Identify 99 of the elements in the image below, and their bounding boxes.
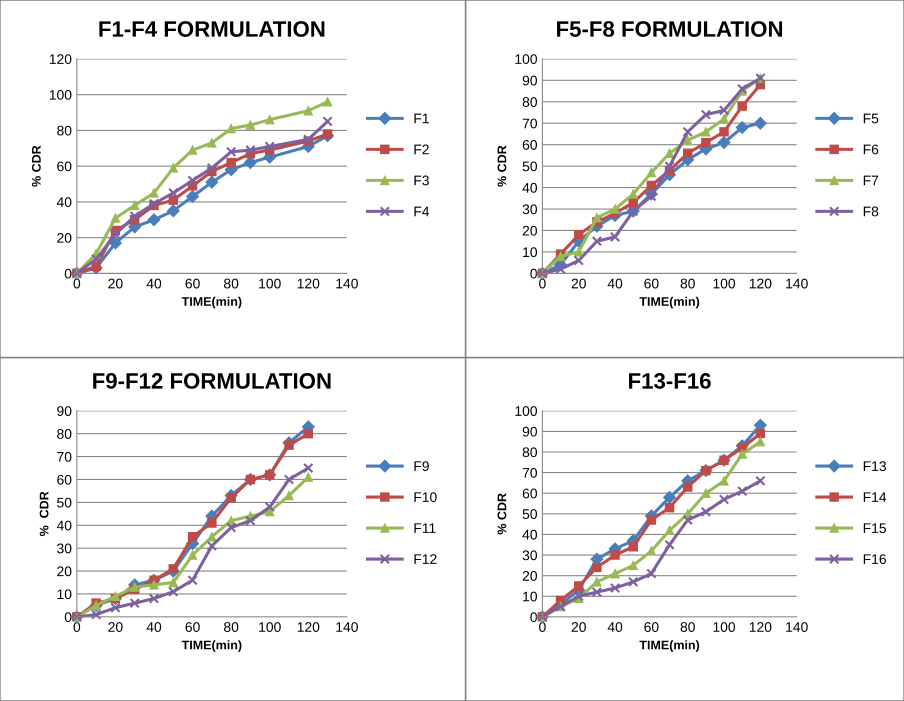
x-tick-label: 0 — [539, 278, 546, 288]
x-tick-label: 100 — [714, 622, 736, 632]
x-tick-label: 20 — [108, 622, 123, 632]
x-tick-label: 100 — [259, 622, 281, 632]
y-axis-title: % CDR — [497, 146, 506, 187]
y-axis-title: % CDR — [32, 146, 41, 187]
chart-title: F13-F16 — [629, 373, 711, 389]
y-tick-label: 20 — [57, 566, 72, 576]
x-tick-label: 0 — [74, 622, 80, 632]
legend-label: F7 — [864, 176, 878, 186]
y-tick-label: 10 — [58, 589, 72, 600]
y-tick-label: 0 — [64, 612, 72, 622]
y-tick-label: 90 — [57, 406, 72, 416]
y-tick-label: 20 — [57, 232, 72, 243]
legend-label: F1 — [414, 114, 429, 124]
y-tick-label: 30 — [57, 544, 72, 554]
y-tick-label: 80 — [522, 97, 537, 107]
y-tick-label: 60 — [522, 140, 537, 150]
y-tick-label: 30 — [522, 550, 537, 560]
x-tick-label: 40 — [146, 278, 162, 288]
y-tick-label: 20 — [522, 570, 537, 581]
x-tick-label: 40 — [608, 278, 622, 288]
x-tick-label: 80 — [680, 622, 695, 632]
y-tick-label: 0 — [530, 612, 537, 622]
y-axis-title: % CDR — [40, 492, 49, 536]
y-tick-label: 20 — [522, 226, 537, 236]
y-tick-label: 90 — [522, 426, 537, 437]
y-tick-label: 40 — [522, 182, 537, 193]
x-tick-label: 100 — [714, 278, 736, 288]
y-tick-label: 50 — [522, 161, 537, 172]
x-tick-label: 20 — [572, 622, 586, 632]
legend-label: F13 — [864, 461, 886, 472]
x-tick-label: 140 — [786, 622, 808, 632]
y-tick-label: 10 — [523, 247, 537, 258]
y-tick-label: 60 — [57, 474, 72, 485]
x-tick-label: 20 — [572, 278, 586, 288]
y-tick-label: 70 — [522, 468, 537, 478]
x-tick-label: 100 — [259, 278, 281, 288]
y-tick-label: 80 — [522, 447, 537, 458]
chart-title: F1-F4 FORMULATION — [99, 21, 324, 37]
y-tick-label: 100 — [515, 54, 537, 64]
legend-label: F16 — [864, 554, 886, 564]
x-tick-label: 120 — [750, 622, 772, 632]
legend-label: F12 — [414, 554, 437, 564]
legend-label: F5 — [864, 114, 878, 124]
y-tick-label: 60 — [522, 488, 537, 498]
x-axis-title: TIME(min) — [182, 640, 242, 652]
legend-label: F10 — [414, 492, 437, 502]
chart-title: F5-F8 FORMULATION — [557, 21, 782, 37]
legend-label: F8 — [864, 206, 878, 216]
x-tick-label: 20 — [108, 278, 123, 288]
legend-label: F14 — [864, 492, 886, 502]
legend-label: F11 — [414, 523, 436, 533]
y-tick-label: 50 — [522, 509, 537, 519]
x-axis-title: TIME(min) — [639, 640, 700, 652]
legend-label: F4 — [414, 206, 430, 216]
legend-label: F3 — [414, 176, 429, 186]
x-tick-label: 0 — [539, 622, 546, 632]
y-tick-label: 10 — [523, 592, 537, 602]
y-tick-label: 40 — [56, 520, 72, 530]
x-tick-label: 120 — [298, 622, 320, 632]
x-axis-title: TIME(min) — [182, 296, 242, 308]
x-tick-label: 60 — [186, 622, 200, 632]
y-tick-label: 40 — [56, 197, 72, 208]
x-tick-label: 80 — [680, 278, 695, 288]
y-axis-title: % CDR — [497, 493, 506, 534]
x-tick-label: 140 — [336, 278, 358, 288]
y-tick-label: 0 — [530, 268, 537, 279]
x-tick-label: 0 — [74, 278, 80, 288]
x-tick-label: 140 — [336, 622, 358, 632]
legend-label: F6 — [864, 144, 878, 154]
y-tick-label: 40 — [522, 530, 537, 540]
y-tick-label: 90 — [522, 76, 537, 86]
x-tick-label: 80 — [224, 278, 238, 288]
y-tick-label: 100 — [50, 90, 72, 100]
y-tick-label: 80 — [57, 126, 72, 136]
x-tick-label: 120 — [298, 278, 320, 288]
y-tick-label: 30 — [522, 204, 537, 214]
legend-label: F9 — [414, 461, 429, 472]
y-tick-label: 60 — [57, 161, 72, 172]
y-tick-label: 80 — [57, 429, 72, 439]
x-tick-label: 140 — [786, 278, 808, 288]
y-tick-label: 100 — [515, 406, 537, 416]
chart-title: F9-F12 FORMULATION — [93, 373, 331, 389]
x-tick-label: 40 — [146, 622, 162, 632]
x-tick-label: 60 — [644, 622, 659, 632]
legend-label: F15 — [864, 523, 886, 534]
x-tick-label: 60 — [644, 278, 659, 288]
x-tick-label: 60 — [186, 278, 200, 288]
y-tick-label: 50 — [57, 498, 72, 508]
x-tick-label: 40 — [608, 622, 622, 632]
y-tick-label: 70 — [57, 452, 72, 462]
y-tick-label: 70 — [522, 118, 537, 128]
y-tick-label: 0 — [64, 268, 72, 279]
y-tick-label: 120 — [50, 54, 72, 64]
x-axis-title: TIME(min) — [639, 296, 700, 308]
legend-label: F2 — [414, 144, 429, 154]
x-tick-label: 120 — [750, 278, 772, 288]
x-tick-label: 80 — [224, 622, 238, 632]
